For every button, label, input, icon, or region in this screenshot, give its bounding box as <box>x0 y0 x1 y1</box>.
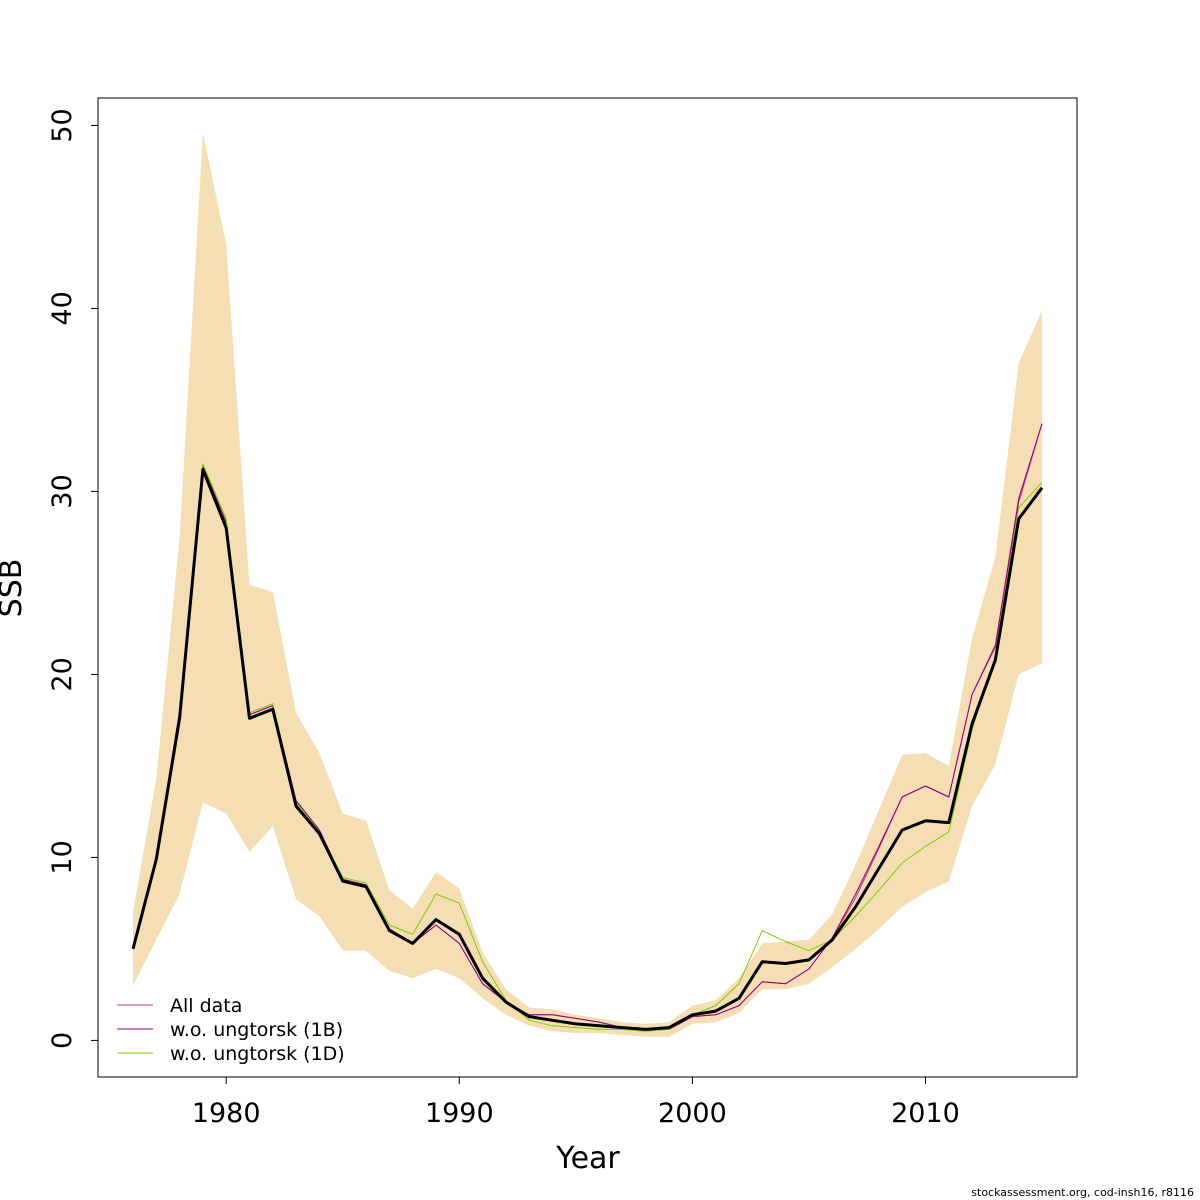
y-tick-label: 30 <box>47 474 78 508</box>
legend-label: All data <box>170 995 242 1017</box>
y-tick-label: 0 <box>47 1032 78 1049</box>
credit-text: stockassessment.org, cod-insh16, r8116 <box>971 1186 1194 1199</box>
y-tick-label: 40 <box>47 291 78 325</box>
y-axis: 0 10 20 30 40 50 <box>47 108 99 1049</box>
series-line-estimate <box>131 468 1044 1031</box>
y-axis-title: SSB <box>0 559 29 618</box>
x-axis: 1980 1990 2000 2010 <box>192 1076 960 1129</box>
y-tick-label: 50 <box>47 108 78 142</box>
y-tick-label: 10 <box>47 840 78 874</box>
x-axis-title: Year <box>555 1141 620 1176</box>
legend-label: w.o. ungtorsk (1B) <box>170 1019 343 1041</box>
series-layer <box>131 423 1044 1032</box>
x-tick-label: 2010 <box>891 1098 960 1129</box>
x-tick-label: 1990 <box>425 1098 494 1129</box>
y-tick-label: 20 <box>47 657 78 691</box>
x-tick-label: 1980 <box>192 1098 261 1129</box>
legend-label: w.o. ungtorsk (1D) <box>170 1043 345 1065</box>
x-tick-label: 2000 <box>658 1098 727 1129</box>
